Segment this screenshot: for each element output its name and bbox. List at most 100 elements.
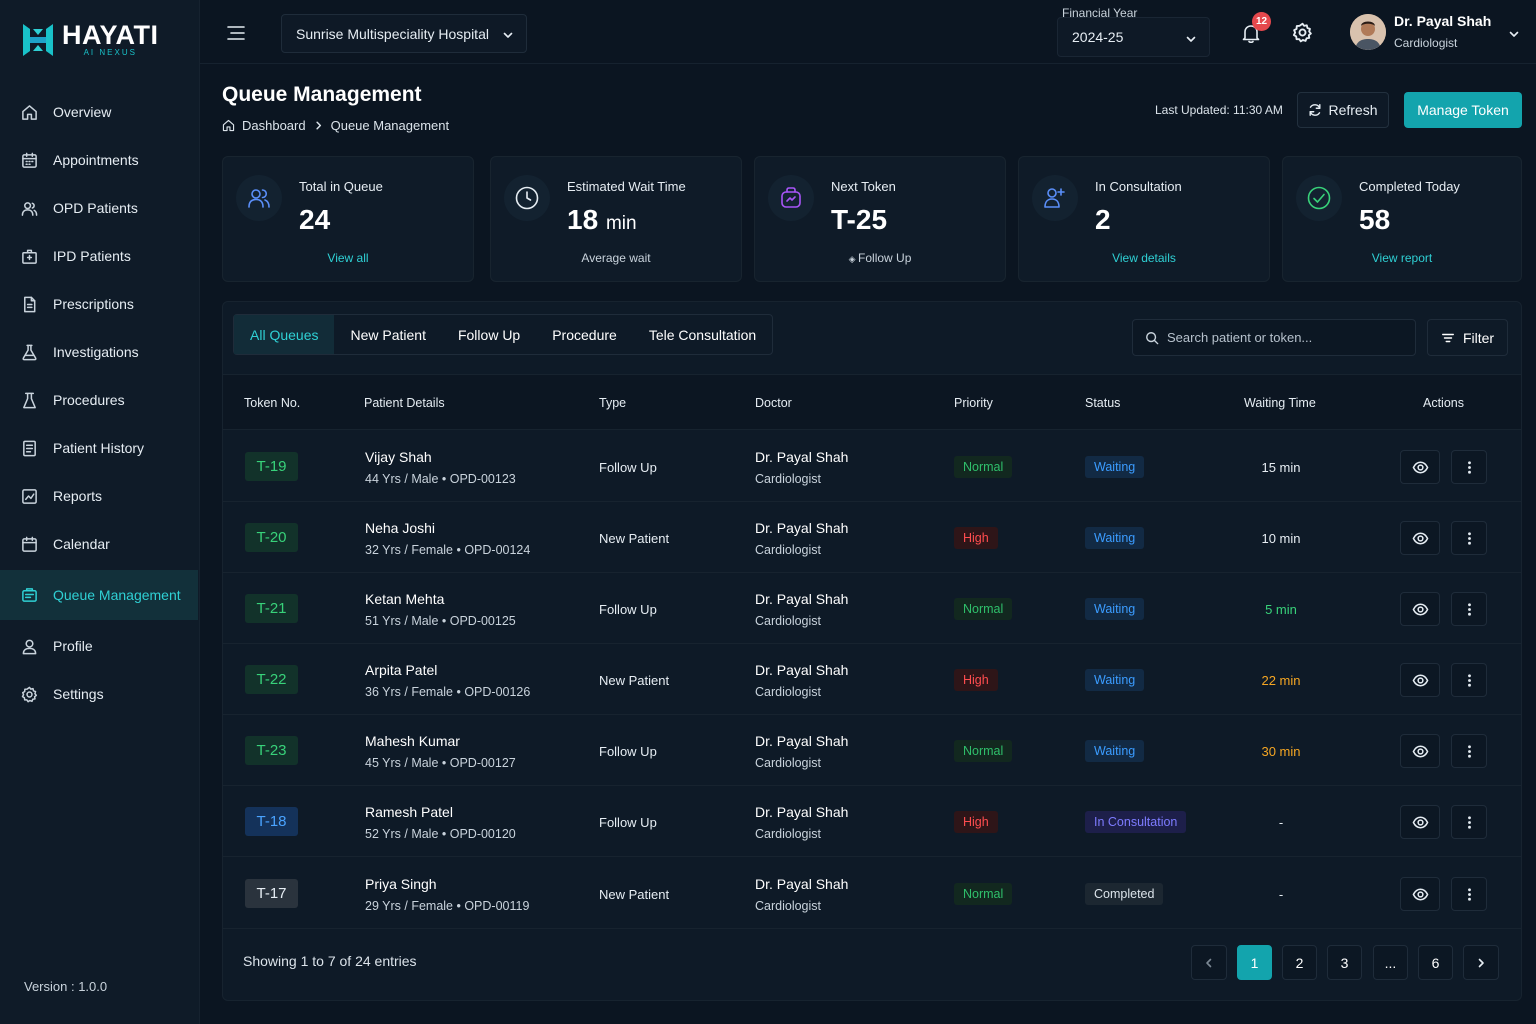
prev-page-button[interactable] [1191,945,1227,980]
patient-name[interactable]: Priya Singh [365,876,437,892]
chevron-down-icon[interactable] [1508,28,1520,40]
more-button[interactable] [1451,805,1487,839]
page-button-1[interactable]: 1 [1237,945,1272,980]
page-ellipsis: ... [1373,945,1408,980]
sidebar-item-overview[interactable]: Overview [0,88,198,136]
table-row[interactable]: T-20 Neha Joshi 32 Yrs / Female • OPD-00… [223,502,1521,573]
page-button-2[interactable]: 2 [1282,945,1317,980]
view-all-link[interactable]: View all [327,251,369,265]
hospital-select[interactable]: Sunrise Multispeciality Hospital [281,14,527,53]
sidebar-item-profile[interactable]: Profile [0,622,198,670]
sidebar-item-patient-history[interactable]: Patient History [0,424,198,472]
view-button[interactable] [1400,734,1440,768]
patient-name[interactable]: Neha Joshi [365,520,436,536]
sidebar-item-ipd-patients[interactable]: IPD Patients [0,232,198,280]
patient-name[interactable]: Ketan Mehta [365,591,445,607]
patient-meta: 29 Yrs / Female • OPD-00119 [365,899,530,913]
doctor-role: Cardiologist [755,756,822,770]
th-priority[interactable]: Priority [954,396,993,410]
settings-gear-icon[interactable] [1292,22,1313,43]
home-icon [222,119,235,132]
bell-icon[interactable] [1240,22,1262,44]
brand-logo[interactable]: HAYATI AI NEXUS [20,20,159,60]
view-button[interactable] [1400,521,1440,555]
stat-icon-wrap [236,175,282,221]
th-token[interactable]: Token No. [244,396,301,410]
tab-new-patient[interactable]: New Patient [350,326,426,343]
more-button[interactable] [1451,521,1487,555]
sidebar-item-reports[interactable]: Reports [0,472,198,520]
avatar[interactable] [1350,14,1386,50]
clock-icon [515,186,539,210]
sidebar-item-prescriptions[interactable]: Prescriptions [0,280,198,328]
view-button[interactable] [1400,877,1440,911]
view-button[interactable] [1400,663,1440,697]
token-badge: T-17 [245,879,298,908]
view-button[interactable] [1400,592,1440,626]
table-row[interactable]: T-18 Ramesh Patel 52 Yrs / Male • OPD-00… [223,786,1521,857]
view-report-link[interactable]: View report [1371,251,1433,265]
more-button[interactable] [1451,734,1487,768]
next-page-button[interactable] [1463,945,1499,980]
check-circle-icon [1307,186,1331,210]
more-button[interactable] [1451,592,1487,626]
view-button[interactable] [1400,805,1440,839]
table-row[interactable]: T-23 Mahesh Kumar 45 Yrs / Male • OPD-00… [223,715,1521,786]
sidebar-item-procedures[interactable]: Procedures [0,376,198,424]
stat-unit: min [605,213,637,234]
more-button[interactable] [1451,663,1487,697]
sidebar-item-settings[interactable]: Settings [0,670,198,718]
th-patient[interactable]: Patient Details [364,396,445,410]
sidebar-item-investigations[interactable]: Investigations [0,328,198,376]
th-status[interactable]: Status [1085,396,1121,410]
th-type[interactable]: Type [599,396,627,410]
th-doctor[interactable]: Doctor [755,396,792,410]
table-row[interactable]: T-19 Vijay Shah 44 Yrs / Male • OPD-0012… [223,431,1521,502]
eye-icon [1412,461,1428,473]
eye-icon [1412,888,1428,900]
financial-year-select[interactable]: 2024-25 [1057,17,1210,57]
patient-name[interactable]: Vijay Shah [365,449,432,465]
stat-number: 24 [299,204,331,235]
search-input[interactable] [1167,330,1397,345]
stat-number: 58 [1359,204,1391,235]
patient-name[interactable]: Ramesh Patel [365,804,453,820]
tab-all-queues[interactable]: All Queues [234,315,335,354]
th-waiting[interactable]: Waiting Time [1244,396,1316,410]
users-icon [21,201,38,216]
more-button[interactable] [1451,450,1487,484]
breadcrumb-dashboard[interactable]: Dashboard [242,118,306,133]
tab-follow-up[interactable]: Follow Up [457,326,521,343]
filter-label: Filter [1462,329,1495,346]
page-button-6[interactable]: 6 [1418,945,1453,980]
waiting-time: - [1278,815,1284,830]
sidebar-item-calendar[interactable]: Calendar [0,520,198,568]
view-button[interactable] [1400,450,1440,484]
token-badge: T-19 [245,452,298,481]
view-details-link[interactable]: View details [1112,251,1176,265]
sidebar-item-label: Prescriptions [53,296,134,312]
user-name[interactable]: Dr. Payal Shah [1394,13,1492,29]
eye-icon [1412,674,1428,686]
sidebar-item-appointments[interactable]: Appointments [0,136,198,184]
more-button[interactable] [1451,877,1487,911]
filter-button[interactable]: Filter [1427,319,1508,356]
refresh-button[interactable]: Refresh [1297,92,1389,128]
table-row[interactable]: T-21 Ketan Mehta 51 Yrs / Male • OPD-001… [223,573,1521,644]
sidebar-item-label: Investigations [53,344,139,360]
tab-procedure[interactable]: Procedure [552,326,617,343]
priority-badge: High [954,669,998,691]
patient-name[interactable]: Arpita Patel [365,662,438,678]
table-row[interactable]: T-22 Arpita Patel 36 Yrs / Female • OPD-… [223,644,1521,715]
hamburger-menu-icon[interactable] [226,24,246,42]
sidebar-item-queue-management[interactable]: Queue Management [0,570,198,620]
sidebar-item-opd-patients[interactable]: OPD Patients [0,184,198,232]
tab-tele-consultation[interactable]: Tele Consultation [648,326,757,343]
doctor-role: Cardiologist [755,614,822,628]
page-button-3[interactable]: 3 [1327,945,1362,980]
patient-name[interactable]: Mahesh Kumar [365,733,460,749]
patient-meta: 52 Yrs / Male • OPD-00120 [365,827,516,841]
manage-token-button[interactable]: Manage Token [1404,92,1522,128]
table-row[interactable]: T-17 Priya Singh 29 Yrs / Female • OPD-0… [223,858,1521,929]
priority-badge: High [954,527,998,549]
